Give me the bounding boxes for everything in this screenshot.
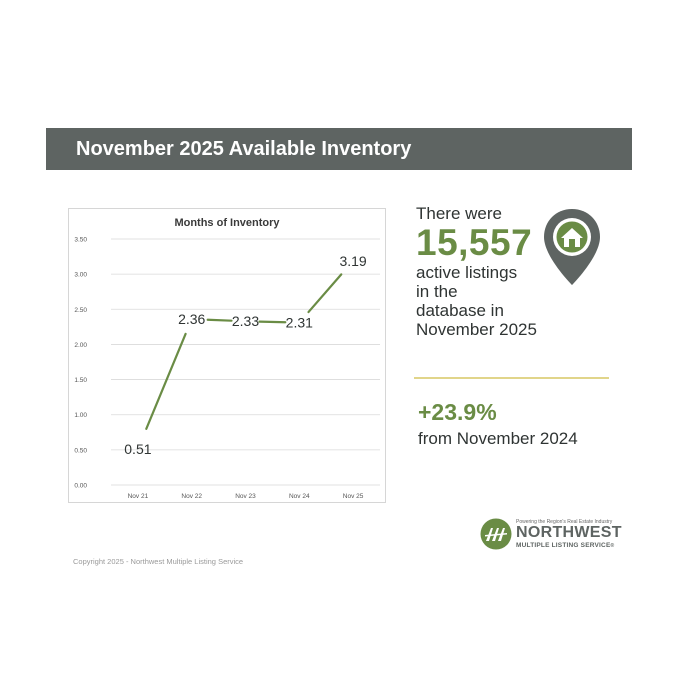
stats-line-3: database in <box>416 301 504 320</box>
stats-intro: There were <box>416 204 502 223</box>
series-line-segment <box>206 318 233 322</box>
x-tick-label: Nov 21 <box>128 493 149 500</box>
y-tick-label: 1.50 <box>74 377 87 384</box>
x-tick-label: Nov 24 <box>289 493 310 500</box>
logo-subtitle: MULTIPLE LISTING SERVICE® <box>516 542 614 549</box>
stats-line-1: active listings <box>416 263 518 282</box>
listing-stats: There were 15,557 active listings in the… <box>416 204 616 339</box>
logo-name: NORTHWEST <box>516 524 622 541</box>
data-label: 0.51 <box>124 441 151 457</box>
data-label: 2.31 <box>286 315 313 331</box>
y-tick-label: 1.00 <box>74 412 87 419</box>
data-label: 2.36 <box>178 311 205 327</box>
logo-registered-mark: ® <box>610 543 615 549</box>
y-tick-label: 3.00 <box>74 272 87 279</box>
inventory-chart: Months of Inventory 0.00 0.50 1.00 1.50 2.00… <box>68 208 386 503</box>
x-tick-label: Nov 23 <box>235 493 256 500</box>
stats-line-2: in the <box>416 282 458 301</box>
data-label: 2.33 <box>232 313 259 329</box>
x-tick-label: Nov 25 <box>343 493 364 500</box>
series-line-segment <box>307 273 343 314</box>
series-line-segment <box>145 332 187 430</box>
x-tick-label: Nov 22 <box>181 493 202 500</box>
y-tick-label: 2.00 <box>74 342 87 349</box>
y-tick-label: 2.50 <box>74 307 87 314</box>
y-tick-label: 0.00 <box>74 483 87 490</box>
nwmls-logo: Powering the Region's Real Estate Indust… <box>480 517 622 551</box>
chart-canvas: Months of Inventory 0.00 0.50 1.00 1.50 2.00… <box>74 217 380 500</box>
data-label: 3.19 <box>339 253 366 269</box>
copyright: Copyright 2025 - Northwest Multiple List… <box>73 557 244 566</box>
house-location-pin-icon <box>541 207 603 292</box>
logo-tagline: Powering the Region's Real Estate Indust… <box>516 519 613 525</box>
y-tick-label: 0.50 <box>74 447 87 454</box>
y-tick-label: 3.50 <box>74 237 87 244</box>
series-line-segment <box>258 320 287 324</box>
header-bar: November 2025 Available Inventory <box>46 128 632 170</box>
stats-line-4: November 2025 <box>416 320 537 339</box>
page-title: November 2025 Available Inventory <box>76 138 412 160</box>
active-listings-count: 15,557 <box>416 222 533 263</box>
chart-title: Months of Inventory <box>174 217 280 229</box>
change-percent: +23.9% <box>418 399 497 425</box>
divider <box>414 377 609 379</box>
logo-subtitle-text: MULTIPLE LISTING SERVICE <box>516 542 611 549</box>
change-label: from November 2024 <box>418 429 578 448</box>
